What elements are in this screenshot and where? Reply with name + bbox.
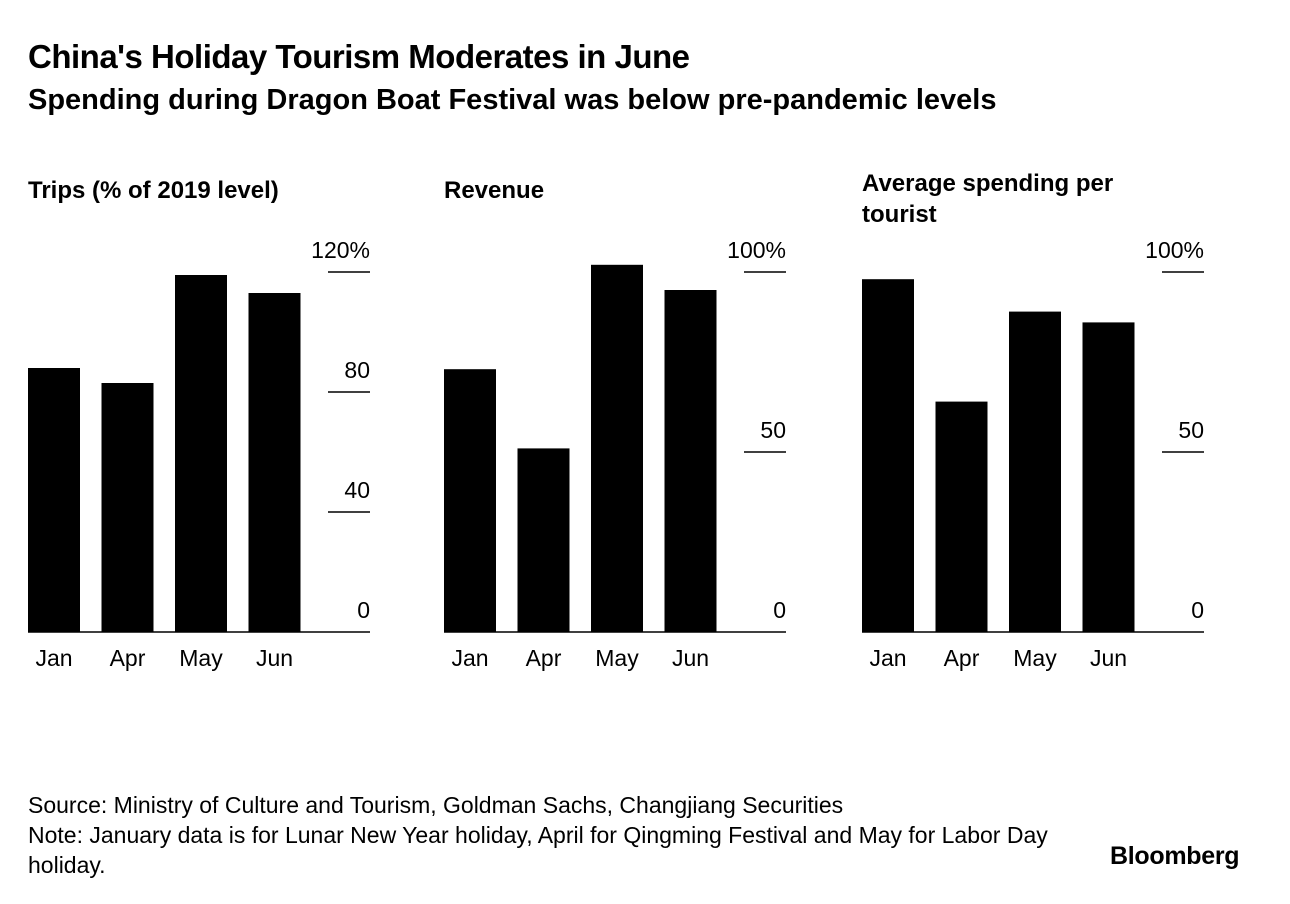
bar-revenue-jun — [664, 290, 717, 632]
ytick-label-average-spending-50: 50 — [1178, 417, 1204, 443]
ytick-label-average-spending-0: 0 — [1191, 597, 1204, 623]
xtick-label-trips-jan: Jan — [35, 645, 72, 671]
xtick-label-trips-jun: Jun — [256, 645, 293, 671]
bar-trips-jun — [248, 293, 301, 632]
bar-average-spending-jan — [862, 279, 914, 632]
bar-revenue-jan — [444, 369, 496, 632]
xtick-label-trips-apr: Apr — [110, 645, 146, 671]
bar-trips-jan — [28, 368, 80, 632]
ytick-label-trips-40: 40 — [344, 477, 370, 503]
bloomberg-logo: Bloomberg — [1110, 842, 1240, 870]
xtick-label-average-spending-apr: Apr — [944, 645, 980, 671]
xtick-label-average-spending-jan: Jan — [869, 645, 906, 671]
xtick-label-average-spending-may: May — [1013, 645, 1057, 671]
ytick-label-average-spending-100: 100% — [1145, 237, 1204, 263]
footer: Source: Ministry of Culture and Tourism,… — [28, 790, 1068, 880]
ytick-label-trips-120: 120% — [311, 237, 370, 263]
bar-revenue-apr — [517, 448, 570, 632]
panel-title-trips: Trips (% of 2019 level) — [28, 177, 279, 204]
ytick-label-revenue-50: 50 — [760, 417, 786, 443]
footnote: Note: January data is for Lunar New Year… — [28, 822, 1048, 878]
bar-trips-apr — [101, 383, 154, 632]
ytick-label-revenue-0: 0 — [773, 597, 786, 623]
chart-subtitle: Spending during Dragon Boat Festival was… — [28, 84, 997, 116]
xtick-label-revenue-apr: Apr — [526, 645, 562, 671]
bar-trips-may — [175, 275, 227, 632]
ytick-label-revenue-100: 100% — [727, 237, 786, 263]
panel-title-revenue: Revenue — [444, 177, 545, 204]
bar-average-spending-jun — [1082, 322, 1135, 632]
bar-revenue-may — [591, 264, 643, 632]
xtick-label-revenue-may: May — [595, 645, 639, 671]
bar-average-spending-apr — [935, 401, 988, 632]
xtick-label-trips-may: May — [179, 645, 223, 671]
xtick-label-average-spending-jun: Jun — [1090, 645, 1127, 671]
xtick-label-revenue-jun: Jun — [672, 645, 709, 671]
panel-title-average-spending: Average spending per tourist — [862, 170, 1114, 228]
source-note: Source: Ministry of Culture and Tourism,… — [28, 792, 844, 818]
xtick-label-revenue-jan: Jan — [451, 645, 488, 671]
chart-title: China's Holiday Tourism Moderates in Jun… — [28, 38, 690, 75]
ytick-label-trips-80: 80 — [344, 357, 370, 383]
ytick-label-trips-0: 0 — [357, 597, 370, 623]
bar-average-spending-may — [1009, 311, 1061, 632]
